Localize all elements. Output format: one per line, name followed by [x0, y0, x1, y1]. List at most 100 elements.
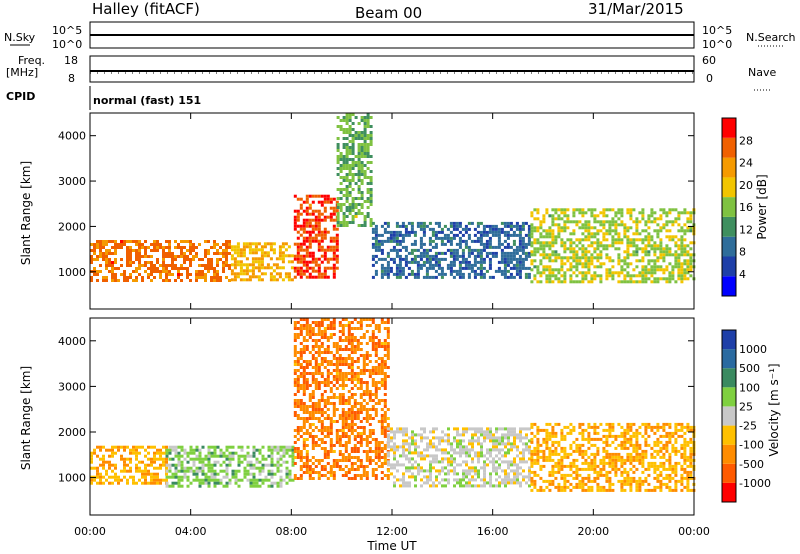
echo-cell-band-5 [554, 217, 558, 221]
echo-cell-band-1 [171, 463, 175, 467]
echo-cell-band-2 [362, 450, 366, 453]
echo-cell-band-2 [362, 333, 366, 336]
echo-cell-band-3 [468, 439, 471, 443]
echo-cell-band-5 [587, 223, 591, 227]
echo-cell-band-5 [602, 220, 606, 224]
echo-cell-band-2 [371, 408, 375, 411]
echo-cell-band-2 [335, 357, 339, 360]
echo-cell-band-5 [563, 208, 567, 212]
echo-cell-band-0 [147, 261, 150, 264]
echo-cell-band-3 [348, 167, 352, 170]
echo-cell-band-4 [386, 221, 390, 225]
echo-cell-band-0 [222, 255, 225, 258]
echo-cell-band-4 [389, 239, 393, 243]
echo-cell-band-4 [395, 254, 399, 258]
echo-cell-band-3 [354, 197, 358, 200]
echo-cell-band-4 [539, 449, 543, 453]
echo-cell-band-5 [602, 235, 606, 239]
echo-cell-band-3 [459, 433, 462, 437]
echo-cell-band-2 [362, 336, 366, 339]
echo-cell-band-4 [608, 476, 612, 480]
echo-cell-band-1 [255, 460, 259, 464]
echo-cell-band-1 [186, 478, 190, 482]
echo-cell-band-2 [344, 444, 348, 447]
echo-cell-band-5 [689, 262, 693, 266]
echo-cell-band-4 [377, 239, 381, 243]
power-ytick-label: 2000 [58, 220, 86, 233]
echo-cell-band-2 [308, 266, 312, 270]
echo-cell-band-5 [602, 223, 606, 227]
echo-cell-band-2 [305, 239, 309, 243]
echo-cell-band-4 [416, 263, 420, 267]
echo-cell-band-5 [584, 277, 588, 281]
echo-cell-band-1 [186, 466, 190, 470]
echo-cell-band-3 [495, 445, 498, 449]
echo-cell-band-4 [476, 254, 480, 258]
echo-cell-band-4 [584, 482, 588, 486]
echo-cell-band-1 [249, 466, 253, 470]
echo-cell-band-2 [347, 438, 351, 441]
echo-cell-band-5 [665, 250, 669, 254]
echo-cell-band-3 [525, 436, 528, 440]
echo-cell-band-2 [380, 417, 384, 420]
echo-cell-band-2 [311, 375, 315, 378]
echo-cell-band-4 [515, 260, 519, 264]
echo-cell-band-4 [518, 257, 522, 261]
echo-cell-band-0 [108, 454, 111, 458]
echo-cell-band-5 [539, 262, 543, 266]
echo-cell-band-2 [293, 372, 297, 375]
echo-cell-band-3 [402, 478, 405, 482]
echo-cell-band-5 [677, 268, 681, 272]
echo-cell-band-2 [368, 360, 372, 363]
echo-cell-band-2 [296, 215, 300, 219]
echo-cell-band-2 [302, 417, 306, 420]
echo-cell-band-3 [402, 433, 405, 437]
echo-cell-band-2 [335, 366, 339, 369]
echo-cell-band-1 [257, 263, 261, 267]
echo-cell-band-5 [668, 238, 672, 242]
echo-cell-band-4 [536, 452, 540, 456]
echo-cell-band-4 [413, 239, 417, 243]
echo-cell-band-5 [656, 229, 660, 233]
echo-cell-band-4 [593, 443, 597, 447]
echo-cell-band-4 [491, 227, 495, 231]
echo-cell-band-4 [584, 461, 588, 465]
echo-cell-band-1 [251, 272, 255, 276]
echo-cell-band-0 [108, 252, 111, 255]
echo-cell-band-4 [617, 479, 621, 483]
echo-cell-band-1 [186, 484, 190, 488]
echo-cell-band-1 [266, 242, 270, 246]
echo-cell-band-5 [545, 232, 549, 236]
echo-cell-band-1 [225, 472, 229, 476]
echo-cell-band-2 [386, 321, 390, 324]
echo-cell-band-4 [521, 236, 525, 240]
echo-cell-band-4 [563, 437, 567, 441]
echo-cell-band-4 [596, 449, 600, 453]
echo-cell-band-4 [548, 470, 552, 474]
echo-cell-band-4 [506, 254, 510, 258]
echo-cell-band-2 [374, 453, 378, 456]
echo-cell-band-5 [653, 271, 657, 275]
echo-cell-band-5 [629, 217, 633, 221]
echo-cell-band-4 [545, 434, 549, 438]
echo-cell-band-2 [380, 342, 384, 345]
echo-cell-band-4 [515, 224, 519, 228]
echo-cell-band-4 [590, 467, 594, 471]
echo-cell-band-0 [201, 276, 204, 279]
echo-cell-band-5 [674, 250, 678, 254]
echo-cell-band-3 [477, 430, 480, 434]
echo-cell-band-5 [641, 250, 645, 254]
echo-cell-band-2 [338, 339, 342, 342]
echo-cell-band-1 [288, 448, 292, 452]
echo-cell-band-2 [356, 327, 360, 330]
echo-cell-band-4 [398, 233, 402, 237]
echo-cell-band-0 [150, 249, 153, 252]
echo-cell-band-2 [308, 194, 312, 198]
echo-cell-band-3 [450, 457, 453, 461]
echo-cell-band-0 [126, 457, 129, 461]
echo-cell-band-0 [129, 451, 132, 455]
echo-cell-band-2 [335, 465, 339, 468]
echo-cell-band-4 [608, 482, 612, 486]
echo-cell-band-2 [338, 363, 342, 366]
echo-cell-band-0 [153, 451, 156, 455]
